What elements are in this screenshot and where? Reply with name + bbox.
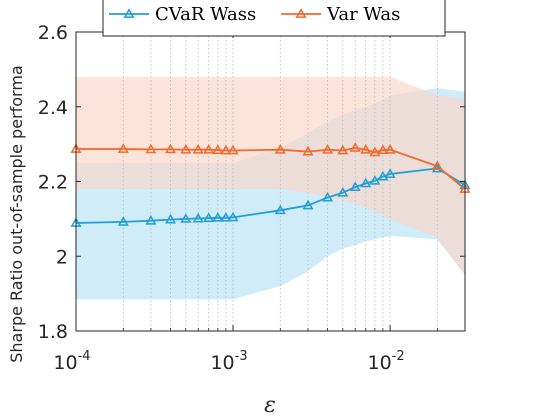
x-axis-label: ε — [264, 393, 276, 418]
data-point-marker — [431, 162, 443, 173]
series-markers — [70, 142, 471, 227]
data-point-marker — [180, 213, 192, 223]
data-point-marker — [322, 143, 334, 154]
data-point-marker — [360, 177, 372, 188]
confidence-band-2 — [76, 76, 465, 275]
data-point-marker — [274, 204, 286, 215]
data-point-marker — [369, 175, 381, 185]
data-point-marker — [145, 143, 157, 154]
y-tick-label: 2.6 — [38, 22, 68, 44]
data-point-marker — [349, 142, 361, 152]
data-point-marker — [377, 170, 389, 181]
data-point-marker — [192, 212, 204, 223]
data-point-marker — [377, 144, 389, 155]
y-tick-label: 2 — [56, 246, 68, 268]
y-tick-label: 1.8 — [38, 321, 68, 343]
data-point-marker — [227, 211, 239, 222]
x-tick-exponent: -3 — [235, 349, 248, 364]
legend-marker-1 — [123, 8, 135, 18]
x-tick-label: 10-2 — [367, 349, 404, 374]
data-point-marker — [337, 186, 349, 197]
data-point-marker — [192, 143, 204, 154]
confidence-bands — [76, 76, 465, 300]
data-point-marker — [431, 160, 443, 171]
legend-label-1: CVaR Wass — [155, 4, 256, 25]
data-point-marker — [360, 143, 372, 154]
data-point-marker — [203, 212, 215, 223]
data-point-marker — [302, 145, 314, 156]
data-point-marker — [117, 143, 129, 153]
data-point-marker — [227, 144, 239, 155]
data-point-marker — [165, 213, 176, 224]
data-point-marker — [220, 144, 232, 155]
x-tick-exponent: -4 — [78, 349, 91, 364]
y-tick-label: 2.4 — [38, 97, 68, 119]
data-point-marker — [212, 212, 224, 222]
data-point-marker — [337, 144, 349, 155]
data-point-marker — [145, 214, 157, 225]
y-axis-label: Sharpe Ratio out-of-sample performa — [7, 65, 26, 362]
data-point-marker — [384, 143, 396, 154]
x-tick-exponent: -2 — [392, 349, 405, 364]
y-tick-label: 2.2 — [38, 172, 68, 194]
legend-label-2: Var Was — [326, 4, 400, 25]
data-point-marker — [203, 143, 215, 154]
data-point-marker — [165, 143, 176, 154]
data-point-marker — [384, 168, 396, 178]
data-point-marker — [369, 146, 381, 157]
x-tick-label: 10-4 — [53, 349, 90, 374]
data-point-marker — [180, 143, 192, 154]
data-point-marker — [322, 191, 334, 202]
data-point-marker — [117, 216, 129, 226]
data-point-marker — [302, 199, 314, 210]
data-point-marker — [220, 212, 232, 222]
data-point-marker — [349, 181, 361, 192]
data-point-marker — [212, 144, 224, 155]
x-tick-label: 10-3 — [210, 349, 247, 374]
legend-marker-2 — [295, 8, 307, 18]
legend: CVaR Wass Var Was — [102, 0, 446, 37]
legend-box — [102, 0, 446, 37]
data-point-marker — [274, 143, 286, 154]
